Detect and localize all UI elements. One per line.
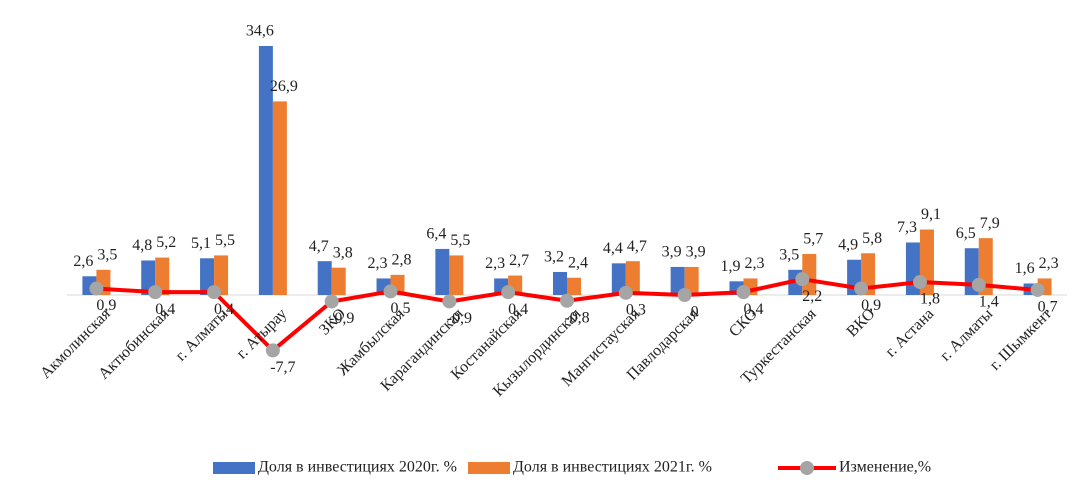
bar xyxy=(567,277,581,295)
legend-swatch xyxy=(468,462,510,474)
bar-value-label: 5,2 xyxy=(156,234,176,251)
bar-value-label: 7,3 xyxy=(897,219,917,236)
line-value-label: -0,9 xyxy=(447,310,472,327)
bar xyxy=(331,267,346,295)
x-tick-label: г. Астана xyxy=(882,305,937,360)
bar-value-label: 4,7 xyxy=(309,238,329,255)
line-value-label: 0,5 xyxy=(391,300,411,317)
bar-value-label: 2,7 xyxy=(509,252,529,269)
line-value-label: 0,9 xyxy=(96,297,116,314)
bar-value-label: 2,3 xyxy=(1039,255,1059,272)
line-value-label: 0,4 xyxy=(214,301,234,318)
bar xyxy=(258,46,273,295)
line-marker xyxy=(501,285,516,300)
line-value-label: 0,7 xyxy=(1038,299,1058,316)
line-marker xyxy=(677,288,692,302)
line-value-label: 0,4 xyxy=(155,301,175,318)
line-value-label: 1,8 xyxy=(920,291,940,308)
bar-value-label: 2,8 xyxy=(392,252,412,269)
bar-value-label: 1,6 xyxy=(1015,260,1035,277)
bar-value-label: 5,5 xyxy=(215,232,235,249)
bar-value-label: 4,8 xyxy=(132,237,152,254)
line-marker xyxy=(854,281,869,296)
bar-value-label: 3,9 xyxy=(662,244,682,261)
bar xyxy=(272,101,287,295)
bar-value-label: 34,6 xyxy=(246,23,274,40)
bar-value-label: 3,5 xyxy=(97,246,117,263)
legend-label: Доля в инвестициях 2020г. % xyxy=(258,459,457,476)
x-tick-label: г. Алматы xyxy=(172,305,231,364)
bar-value-label: 3,9 xyxy=(686,244,706,261)
bar-value-label: 7,9 xyxy=(980,215,1000,232)
line-marker xyxy=(383,284,398,299)
bar-value-label: 6,5 xyxy=(956,225,976,242)
line-value-label: 0 xyxy=(691,304,699,321)
line-marker xyxy=(618,285,633,300)
bar xyxy=(317,261,332,295)
line-marker xyxy=(971,277,986,292)
legend-swatch xyxy=(213,462,255,474)
x-tick-label: г. Атырау xyxy=(233,305,290,362)
bar-value-label: 5,7 xyxy=(803,231,823,248)
legend-marker xyxy=(800,461,814,475)
bar-value-label: 6,4 xyxy=(426,226,446,243)
bar xyxy=(449,255,464,295)
bar-value-label: 5,1 xyxy=(191,235,211,252)
line-value-label: -7,7 xyxy=(270,359,295,376)
bar-value-label: 4,9 xyxy=(838,236,858,253)
bar-value-label: 2,3 xyxy=(744,255,764,272)
line-marker xyxy=(795,272,810,287)
line-marker xyxy=(207,285,222,300)
bar xyxy=(670,266,685,295)
bar xyxy=(553,271,567,295)
bar-value-label: 3,5 xyxy=(779,246,799,263)
line-marker xyxy=(1030,282,1045,297)
legend-label: Доля в инвестициях 2021г. % xyxy=(513,459,712,476)
line-marker xyxy=(265,343,280,358)
bar xyxy=(155,257,170,295)
legend-label: Изменение,% xyxy=(839,459,931,476)
line-value-label: 1,4 xyxy=(979,294,999,311)
bar-value-label: 3,8 xyxy=(333,244,353,261)
line-value-label: 0,3 xyxy=(626,302,646,319)
line-value-label: 2,2 xyxy=(802,288,822,305)
line-marker xyxy=(324,294,339,309)
line-marker xyxy=(148,285,163,300)
bar xyxy=(435,248,450,295)
line-value-label: -0,9 xyxy=(329,310,354,327)
line-marker xyxy=(442,294,457,309)
x-tick-label: г. Алматы xyxy=(937,305,996,364)
bar-value-label: 1,9 xyxy=(720,258,740,275)
bar-value-label: 2,4 xyxy=(568,254,588,271)
bar-value-label: 9,1 xyxy=(921,206,941,223)
line-marker xyxy=(736,285,751,300)
bar xyxy=(684,266,699,295)
bar xyxy=(200,258,215,295)
legend: Доля в инвестициях 2020г. % Доля в инвест… xyxy=(213,459,931,476)
bar-value-label: 2,6 xyxy=(73,253,93,270)
bar-value-label: 2,3 xyxy=(368,255,388,272)
line-value-label: 0,9 xyxy=(861,297,881,314)
line-marker xyxy=(912,275,927,290)
line-value-label: 0,4 xyxy=(508,301,528,318)
bar-value-label: 5,8 xyxy=(862,230,882,247)
line-marker xyxy=(89,281,104,296)
x-tick-label: г. Шымкент xyxy=(987,305,1055,373)
bar-value-label: 4,4 xyxy=(603,240,623,257)
bar-value-label: 4,7 xyxy=(627,238,647,255)
bar xyxy=(214,255,229,295)
line-value-label: -0,8 xyxy=(564,309,589,326)
line-marker xyxy=(560,293,574,308)
bar-value-label: 5,5 xyxy=(450,232,470,249)
bar-value-label: 2,3 xyxy=(485,255,505,272)
bar-value-label: 26,9 xyxy=(270,78,298,95)
bar-value-label: 3,2 xyxy=(544,249,564,266)
line-value-label: 0,4 xyxy=(743,301,763,318)
bar xyxy=(625,261,640,295)
